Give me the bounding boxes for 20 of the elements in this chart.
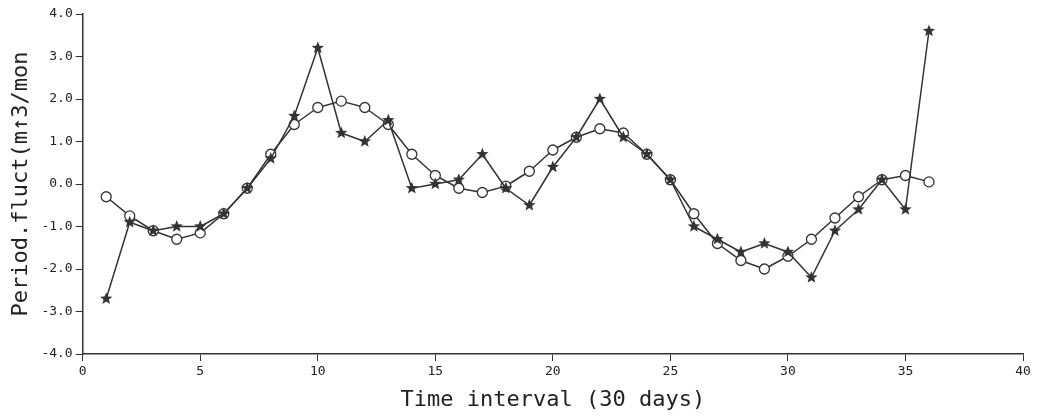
- x-tick-label: 5: [196, 363, 205, 379]
- y-tick-label: -1.0: [41, 217, 73, 233]
- y-tick-label: 4.0: [49, 5, 73, 21]
- x-tick-label: 35: [897, 363, 914, 379]
- y-tick-label: 0.0: [49, 175, 73, 191]
- y-tick-label: 3.0: [49, 47, 73, 63]
- y-tick-label: -4.0: [41, 345, 73, 361]
- x-tick-label: 40: [1015, 363, 1031, 379]
- y-tick-label: 2.0: [49, 90, 73, 106]
- x-tick-label: 0: [78, 363, 87, 379]
- y-tick-label: -3.0: [41, 302, 73, 318]
- x-tick-label: 10: [309, 363, 326, 379]
- y-axis-title: Period.fluct(m↑3/mon: [6, 51, 32, 317]
- y-tick-label: 1.0: [49, 132, 73, 148]
- x-tick-label: 15: [427, 363, 444, 379]
- x-tick-label: 25: [662, 363, 679, 379]
- x-tick-label: 20: [545, 363, 561, 379]
- y-tick-label: -2.0: [41, 260, 73, 276]
- x-axis-title: Time interval (30 days): [400, 385, 706, 411]
- x-tick-label: 30: [780, 363, 796, 379]
